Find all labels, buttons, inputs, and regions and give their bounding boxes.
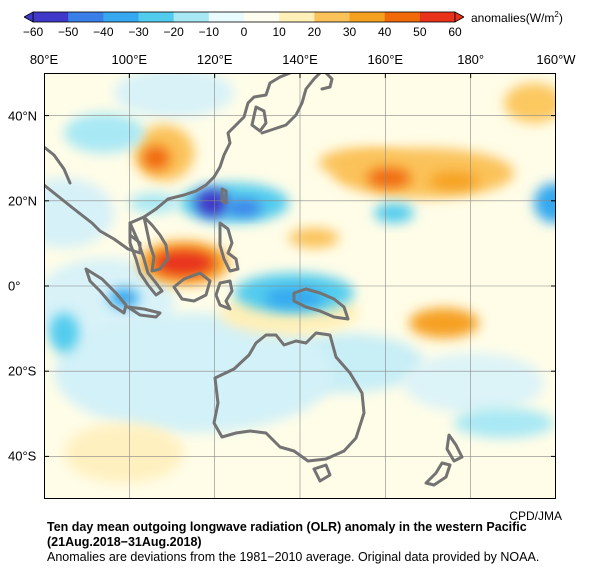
colorbar-tick-label: 60 (448, 25, 462, 39)
japan-coastline (260, 73, 334, 135)
malay-peninsula-coastline (128, 221, 164, 297)
philippines-coastline (218, 221, 240, 273)
colorbar-cell (349, 12, 386, 22)
colorbar-right-arrow (454, 11, 464, 23)
colorbar-cell (138, 12, 175, 22)
asia-mainland-coastline (44, 73, 292, 255)
sumatra-coastline (84, 267, 128, 315)
caption-period: (21Aug.2018−31Aug.2018) (47, 535, 202, 549)
colorbar-cell (103, 12, 139, 22)
colorbar-tick-label: 10 (272, 25, 286, 39)
colorbar (24, 11, 464, 23)
colorbar-cell (33, 12, 69, 22)
coastlines (44, 73, 464, 487)
colorbar-tick-label: 20 (307, 25, 322, 39)
anomaly-field (44, 73, 556, 483)
olr-anomaly-map (44, 73, 556, 499)
new-zealand-north-coastline (445, 433, 464, 463)
new-zealand-south-coastline (424, 461, 452, 487)
korea-coastline (250, 105, 268, 133)
australia-coastline (212, 331, 366, 463)
longitude-label: 100°E (111, 52, 148, 67)
caption-note: Anomalies are deviations from the 1981−2… (47, 550, 540, 564)
longitude-label: 160°E (367, 52, 404, 67)
colorbar-unit-label: anomalies(W/m2) (471, 10, 563, 25)
colorbar-tick-label: −30 (128, 25, 149, 39)
colorbar-tick-label: 40 (377, 25, 392, 39)
credit-label: CPD/JMA (509, 509, 562, 523)
taiwan-coastline (220, 187, 228, 205)
colorbar-tick-label: 0 (240, 25, 248, 39)
new-guinea-coastline (292, 287, 350, 321)
caption: Ten day mean outgoing longwave radiation… (47, 520, 597, 565)
colorbar-cell (68, 12, 104, 22)
colorbar-tick-label: 30 (342, 25, 357, 39)
india-coastline (44, 145, 72, 185)
colorbar-cell (384, 12, 421, 22)
sulawesi-coastline (214, 279, 234, 311)
indochina-coastline (142, 215, 170, 273)
colorbar-left-arrow (24, 11, 34, 23)
colorbar-tick-label: −50 (57, 25, 79, 39)
colorbar-tick-label: 50 (413, 25, 427, 39)
caption-title: Ten day mean outgoing longwave radiation… (47, 520, 527, 534)
longitude-label: 120°E (196, 52, 233, 67)
colorbar-tick-label: −10 (198, 25, 220, 39)
longitude-label: 160°W (536, 52, 576, 67)
colorbar-cell (314, 12, 350, 22)
java-coastline (126, 305, 162, 319)
latitude-label: 0° (8, 278, 21, 294)
colorbar-tick-label: −60 (22, 25, 44, 39)
longitude-label: 140°E (282, 52, 318, 67)
map-frame (44, 73, 556, 499)
borneo-coastline (172, 271, 212, 303)
colorbar-tick-label: −20 (163, 25, 184, 39)
colorbar-cells (32, 11, 456, 23)
tasmania-coastline (312, 463, 332, 483)
latitude-label: 40°S (8, 448, 37, 464)
colorbar-cell (173, 12, 210, 22)
colorbar-cell (419, 12, 456, 22)
colorbar-cell (244, 12, 280, 22)
colorbar-cell (279, 12, 315, 22)
longitude-label: 80°E (29, 52, 59, 67)
colorbar-tick-label: −40 (93, 25, 114, 39)
latitude-label: 20°S (8, 363, 37, 379)
colorbar-cell (208, 12, 245, 22)
latitude-label: 40°N (8, 108, 38, 124)
longitude-label: 180° (457, 52, 485, 67)
latitude-label: 20°N (8, 193, 38, 209)
